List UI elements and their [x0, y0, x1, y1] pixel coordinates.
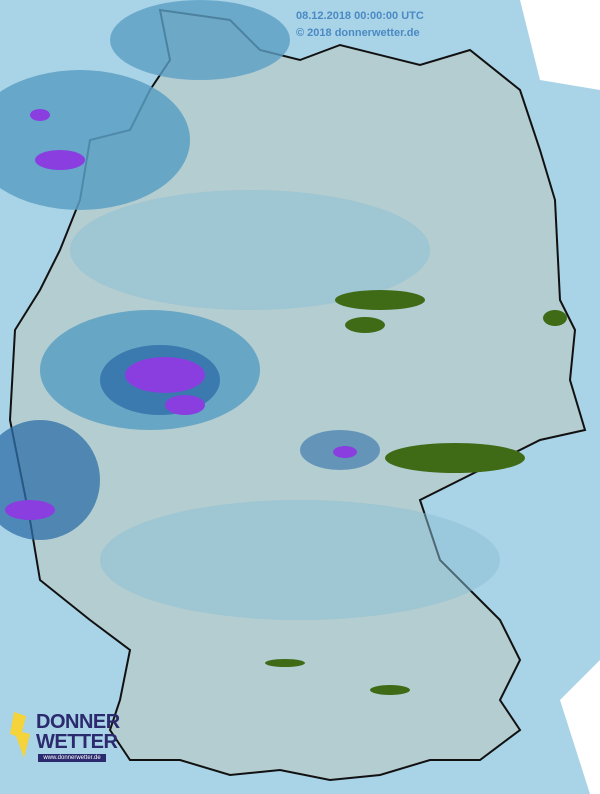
snow-areas	[265, 290, 567, 695]
intense-precip-areas	[5, 109, 357, 520]
copyright: © 2018 donnerwetter.de	[296, 27, 420, 39]
lightning-bolt-icon	[10, 712, 30, 758]
logo-line1: DONNER	[36, 711, 120, 733]
donnerwetter-logo: DONNER WETTER www.donnerwetter.de	[8, 708, 120, 764]
logo-line2: WETTER	[36, 731, 118, 753]
logo-url: www.donnerwetter.de	[38, 754, 106, 762]
timestamp: 08.12.2018 00:00:00 UTC	[296, 10, 424, 22]
